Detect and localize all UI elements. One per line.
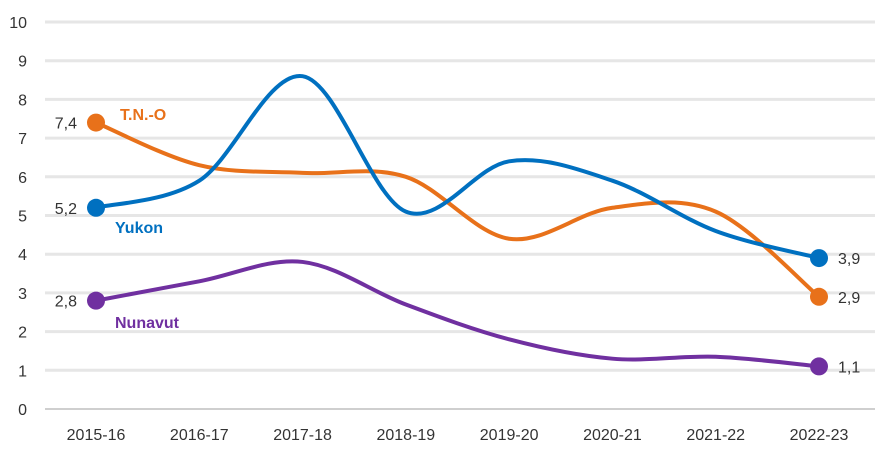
data-label: 3,9: [838, 251, 860, 268]
x-axis-ticks: 2015-16 2016-17 2017-18 2018-19 2019-20 2020-…: [67, 427, 849, 444]
data-labels: 7,4 2,9 T.N.-O 5,2 3,9 Yukon 2,8 1,1 Nunavut: [55, 107, 861, 376]
x-tick-label: 2019-20: [480, 427, 539, 444]
x-tick-label: 2017-18: [273, 427, 332, 444]
series-name-label: Yukon: [115, 220, 163, 237]
data-point: [810, 287, 828, 306]
x-tick-label: 2018-19: [376, 427, 435, 444]
y-axis-ticks: 0 1 2 3 4 5 6 7 8 9 10: [9, 15, 27, 419]
series-name-label: Nunavut: [115, 315, 180, 332]
data-label: 2,9: [838, 290, 860, 307]
data-point: [810, 249, 828, 268]
series-name-label: T.N.-O: [120, 107, 166, 124]
data-label: 5,2: [55, 201, 77, 218]
x-tick-label: 2020-21: [583, 427, 642, 444]
y-tick-label: 3: [18, 286, 27, 303]
y-tick-label: 1: [18, 363, 27, 380]
series-line-1: [94, 74, 821, 261]
y-tick-label: 10: [9, 15, 27, 32]
data-label: 2,8: [55, 294, 77, 311]
y-tick-label: 7: [18, 131, 27, 148]
series-lines: [87, 74, 828, 376]
data-label: 7,4: [55, 116, 77, 133]
data-point: [87, 198, 105, 217]
x-tick-label: 2015-16: [67, 427, 126, 444]
gridlines: [45, 20, 875, 410]
series-line-0: [94, 120, 821, 299]
data-point: [87, 113, 105, 132]
y-tick-label: 4: [18, 247, 27, 264]
x-tick-label: 2016-17: [170, 427, 229, 444]
x-tick-label: 2021-22: [686, 427, 745, 444]
x-tick-label: 2022-23: [790, 427, 849, 444]
data-label: 1,1: [838, 359, 860, 376]
y-tick-label: 2: [18, 325, 27, 342]
data-point: [810, 357, 828, 376]
y-tick-label: 0: [18, 402, 27, 419]
y-tick-label: 6: [18, 170, 27, 187]
y-tick-label: 9: [18, 54, 27, 71]
series-line-2: [94, 259, 821, 369]
data-point: [87, 291, 105, 310]
y-tick-label: 5: [18, 209, 27, 226]
y-tick-label: 8: [18, 92, 27, 109]
